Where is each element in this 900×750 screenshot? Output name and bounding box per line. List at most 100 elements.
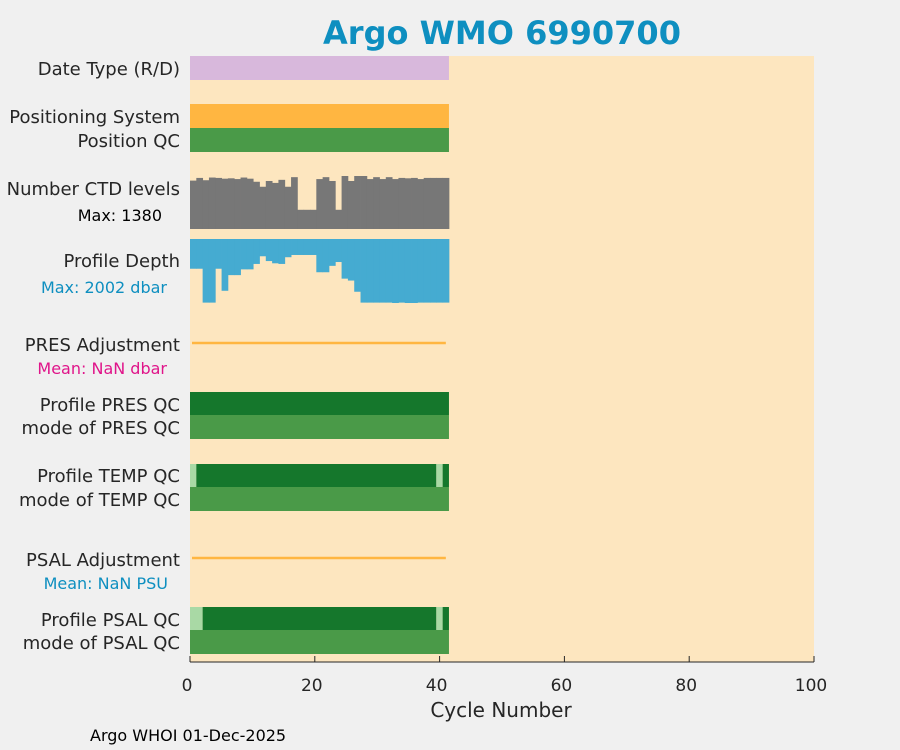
cycle-bar [265, 239, 273, 262]
cycle-bar [227, 178, 235, 229]
cycle-bar [272, 239, 279, 264]
cycle-bar [328, 239, 336, 266]
cycle-bar [246, 178, 254, 229]
plot-background [190, 56, 814, 662]
cycle-bar [208, 239, 216, 303]
cycle-bar [442, 177, 450, 229]
row-sublabel-psal-adjustment: Mean: NaN PSU [44, 574, 168, 593]
cycle-bar [246, 239, 254, 270]
cycle-bar [253, 239, 260, 264]
row-mode-temp-qc: mode of TEMP QC [19, 487, 449, 511]
bar-position-qc [190, 128, 449, 152]
cycle-bar [297, 209, 305, 229]
qc-segment [442, 464, 449, 487]
row-mode-pres-qc: mode of PRES QC [22, 415, 449, 439]
cycle-bar [291, 177, 298, 229]
cycle-bar [430, 239, 437, 303]
cycle-bar [221, 239, 229, 291]
row-label-positioning-system: Positioning System [9, 107, 180, 128]
cycle-bar [328, 180, 336, 229]
row-positioning-system: Positioning System [9, 104, 449, 128]
bar-mode-psal-qc [190, 630, 449, 654]
cycle-bar [436, 177, 444, 229]
cycle-bar [310, 209, 317, 229]
qc-segment [442, 607, 449, 630]
cycle-bar [398, 177, 406, 229]
cycle-bar [366, 179, 374, 229]
cycle-bar [423, 239, 431, 303]
cycle-bar [354, 239, 361, 292]
row-label-profile-depth: Profile Depth [63, 251, 180, 272]
cycle-bar [417, 179, 425, 229]
cycle-bar [430, 177, 437, 229]
cycle-bar [392, 179, 399, 229]
cycle-bar [341, 239, 349, 279]
row-label-profile-temp-qc: Profile TEMP QC [37, 466, 180, 487]
cycle-bar [240, 239, 248, 270]
cycle-bar [379, 179, 387, 229]
cycle-bar [259, 186, 267, 229]
cycle-bar [215, 177, 222, 229]
cycle-bar [278, 239, 286, 264]
row-position-qc: Position QC [77, 128, 449, 152]
cycle-bar [411, 177, 418, 229]
cycle-bar [196, 239, 204, 269]
row-label-profile-psal-qc: Profile PSAL QC [41, 610, 180, 631]
cycle-bar [385, 177, 393, 229]
cycle-bar [253, 181, 260, 229]
row-pres-adjustment: PRES Adjustment Mean: NaN dbar [25, 335, 446, 378]
row-mode-psal-qc: mode of PSAL QC [23, 630, 449, 654]
qc-segment [196, 464, 437, 487]
cycle-bar [272, 182, 279, 229]
cycle-bar [208, 177, 216, 229]
row-date-type: Date Type (R/D) [38, 56, 449, 80]
cycle-bar [278, 179, 286, 229]
cycle-bar [284, 186, 292, 229]
cycle-bar [341, 176, 349, 229]
cycle-bar [354, 176, 361, 229]
x-tick-label: 60 [551, 676, 573, 696]
row-label-mode-temp-qc: mode of TEMP QC [19, 490, 180, 511]
row-label-position-qc: Position QC [77, 131, 180, 152]
row-label-psal-adjustment: PSAL Adjustment [26, 550, 180, 571]
row-ctd-levels: Number CTD levels Max: 1380 [7, 176, 450, 229]
cycle-bar [373, 239, 380, 303]
cycle-bar [316, 179, 324, 229]
cycle-bar [202, 239, 210, 303]
x-tick-label: 80 [675, 676, 697, 696]
bar-mode-pres-qc [190, 415, 449, 439]
bar-date-type [190, 56, 449, 80]
cycle-bar [411, 239, 418, 303]
row-label-profile-pres-qc: Profile PRES QC [40, 395, 180, 416]
cycle-bar [221, 178, 229, 229]
cycle-bar [297, 239, 305, 255]
row-label-pres-adjustment: PRES Adjustment [25, 335, 180, 356]
row-psal-adjustment: PSAL Adjustment Mean: NaN PSU [26, 550, 446, 593]
x-axis: 0 20 40 60 80 100 [182, 656, 827, 696]
x-tick-label: 20 [301, 676, 323, 696]
cycle-bar [215, 239, 222, 269]
cycle-bar [227, 239, 235, 276]
cycle-bar [373, 177, 380, 229]
cycle-bar [436, 239, 444, 303]
cycle-bar [347, 239, 355, 281]
row-label-mode-pres-qc: mode of PRES QC [22, 418, 180, 439]
qc-segment [202, 607, 437, 630]
cycle-bar [190, 239, 197, 269]
cycle-bar [347, 180, 355, 229]
chart-title: Argo WMO 6990700 [323, 14, 681, 52]
qc-segment [190, 607, 203, 630]
cycle-bar [202, 180, 210, 229]
cycle-bar [385, 239, 393, 303]
qc-segment [436, 607, 443, 630]
x-tick-label: 100 [795, 676, 827, 696]
cycle-bar [234, 239, 241, 276]
cycle-bar [360, 239, 368, 303]
row-sublabel-ctd-levels: Max: 1380 [78, 206, 162, 225]
cycle-bar [316, 239, 324, 273]
cycle-bar [366, 239, 374, 303]
bar-positioning-system [190, 104, 449, 128]
cycle-bar [190, 180, 197, 229]
cycle-bar [240, 177, 248, 229]
